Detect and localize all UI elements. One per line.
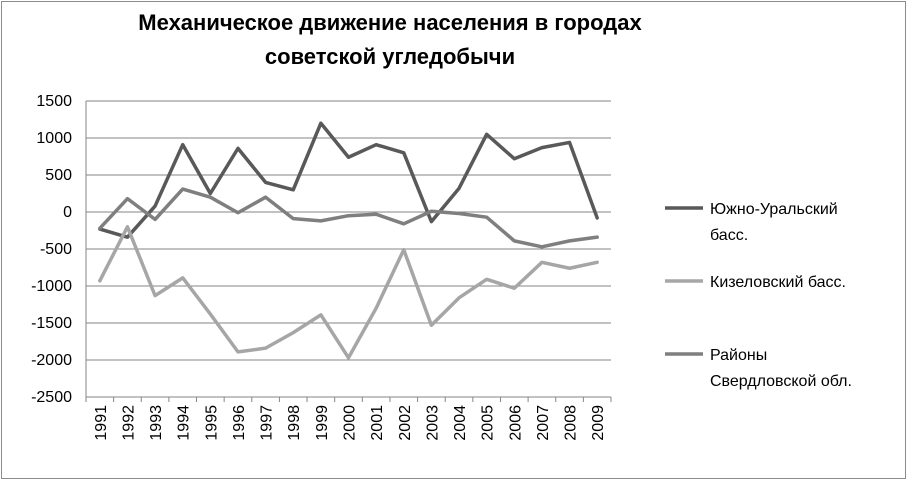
chart-title-line-1: Механическое движение населения в города… — [138, 10, 642, 35]
x-tick-label: 1999 — [314, 405, 331, 441]
y-tick-label: -2500 — [31, 389, 72, 406]
legend-label-3: Свердловской обл. — [710, 373, 852, 390]
x-tick-label: 2001 — [369, 405, 386, 441]
y-tick-label: 1500 — [36, 93, 72, 110]
series-line-1 — [98, 121, 599, 239]
x-tick-label: 2006 — [507, 405, 524, 441]
x-tick-label: 1996 — [231, 405, 248, 441]
x-tick-label: 1992 — [120, 405, 137, 441]
x-tick-label: 2003 — [424, 405, 441, 441]
x-tick-label: 1991 — [93, 405, 110, 441]
legend-label-1: басс. — [710, 227, 748, 244]
x-tick-label: 1997 — [259, 405, 276, 441]
x-tick-label: 2004 — [452, 405, 469, 441]
y-tick-label: 1000 — [36, 130, 72, 147]
y-tick-label: -2000 — [31, 352, 72, 369]
x-tick-label: 2009 — [590, 405, 607, 441]
series-line-2 — [98, 225, 599, 360]
x-tick-label: 2005 — [480, 405, 497, 441]
x-tick-label: 2002 — [397, 405, 414, 441]
x-tick-label: 1998 — [286, 405, 303, 441]
y-tick-label: 0 — [63, 204, 72, 221]
legend-label-3: Районы — [710, 347, 767, 364]
chart-title-line-2: советской угледобычи — [264, 44, 516, 69]
x-tick-label: 1993 — [148, 405, 165, 441]
x-tick-label: 2007 — [535, 405, 552, 441]
x-tick-label: 2000 — [342, 405, 359, 441]
x-tick-label: 1994 — [176, 405, 193, 441]
y-tick-label: -1000 — [31, 278, 72, 295]
chart-title: Механическое движение населения в города… — [60, 6, 720, 74]
series-line-3 — [98, 187, 599, 249]
legend-label-2: Кизеловский басс. — [710, 274, 846, 291]
y-tick-label: -500 — [40, 241, 72, 258]
y-tick-label: 500 — [45, 167, 72, 184]
x-tick-label: 1995 — [203, 405, 220, 441]
legend-label-1: Южно-Уральский — [710, 201, 838, 218]
x-tick-label: 2008 — [563, 405, 580, 441]
y-tick-label: -1500 — [31, 315, 72, 332]
